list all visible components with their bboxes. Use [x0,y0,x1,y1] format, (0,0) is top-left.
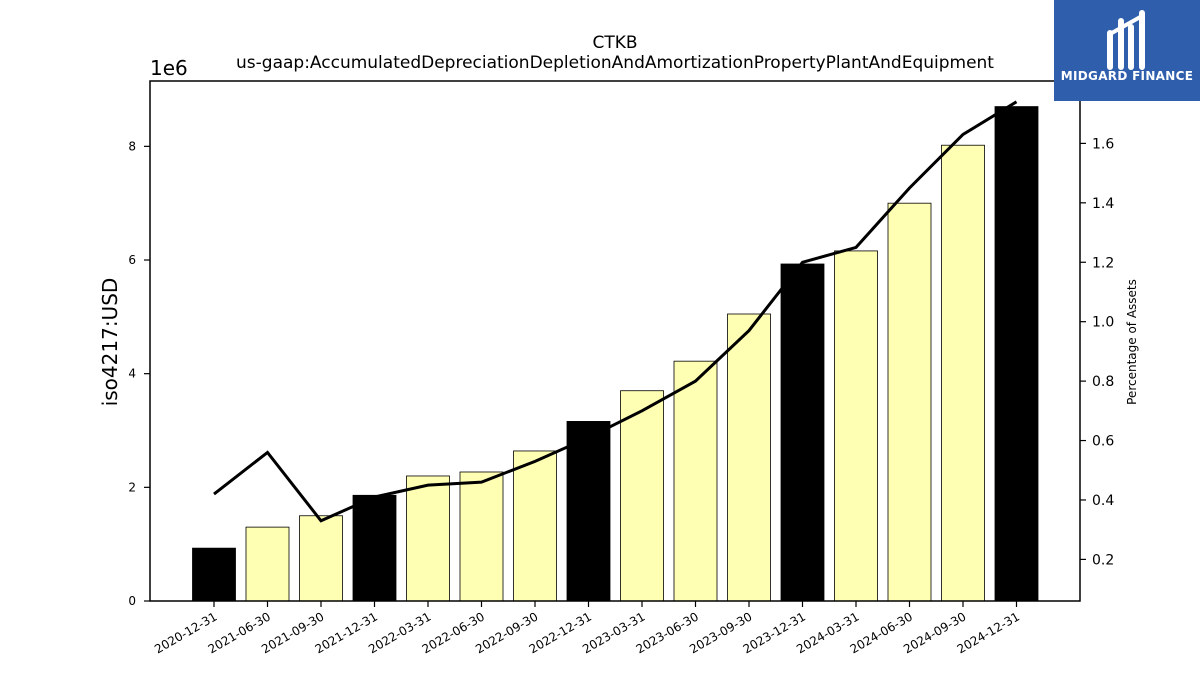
plot-frame [149,80,1081,602]
y2-tick-label-0.4: 0.4 [1092,493,1114,509]
y2-tick-label-1.6: 1.6 [1092,136,1114,152]
bar-2020-12-31 [192,547,236,602]
y2-tick-label-1.2: 1.2 [1092,255,1114,271]
bar-2023-03-31 [620,390,664,602]
chart-subtitle: us-gaap:AccumulatedDepreciationDepletion… [236,53,994,73]
brand-logo: MIDGARD FINANCE [1054,0,1200,101]
bar-2024-06-30 [887,202,932,602]
y2-tick-label-0.8: 0.8 [1092,374,1114,390]
y2-axis-label: Percentage of Assets [1125,279,1139,405]
y-axis-label: iso4217:USD [98,278,122,407]
y-tick-label-8: 8 [128,139,136,153]
bar-2021-06-30 [245,526,290,602]
bars [192,106,1039,602]
bar-2021-12-31 [352,494,397,602]
bar-2022-09-30 [513,450,557,602]
bar-2022-03-31 [406,475,450,602]
bar-2021-09-30 [299,515,343,602]
y2-tick-label-0.6: 0.6 [1092,434,1114,450]
bar-2022-06-30 [459,471,504,602]
bar-2024-12-31 [994,106,1039,602]
y2-tick-label-1.4: 1.4 [1092,196,1114,212]
bar-2023-12-31 [780,263,825,602]
logo-text: MIDGARD FINANCE [1060,69,1194,83]
bar-2024-09-30 [941,144,985,602]
y2-tick-label-1.0: 1.0 [1092,315,1114,331]
logo-mark-icon [1107,10,1145,70]
bar-2022-12-31 [566,421,611,602]
y-tick-label-0: 0 [128,594,136,608]
y-offset-label: 1e6 [150,56,188,80]
bar-2023-06-30 [673,360,718,602]
bar-2023-09-30 [727,313,771,602]
y-tick-label-2: 2 [128,480,136,494]
bar-2024-03-31 [834,250,878,602]
percentage-line [213,100,1018,523]
y-tick-label-6: 6 [128,253,136,267]
chart-title: CTKB [592,33,637,53]
line-layer [213,100,1018,523]
y2-tick-label-0.2: 0.2 [1092,552,1114,568]
y-tick-label-4: 4 [128,367,136,381]
